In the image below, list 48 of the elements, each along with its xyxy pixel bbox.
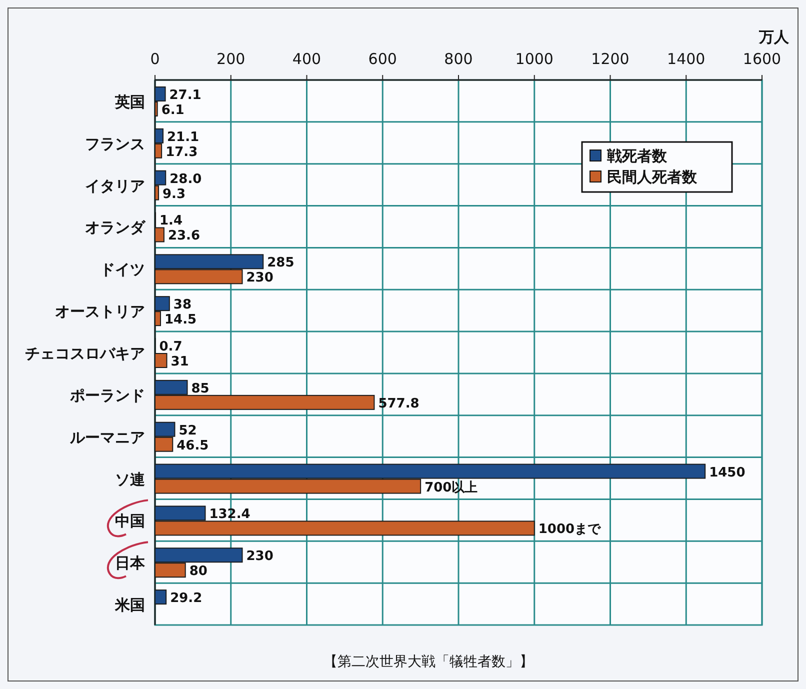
legend-label: 戦死者数: [606, 147, 668, 165]
data-label: 0.7: [159, 340, 182, 354]
data-label: 23.6: [168, 228, 200, 244]
data-label: 6.1: [161, 102, 184, 118]
x-tick-label: 1600: [742, 50, 782, 68]
y-tick-label: チェコスロバキア: [25, 344, 145, 362]
data-label: 1450: [709, 465, 746, 480]
data-label: 46.5: [176, 438, 209, 454]
y-tick-label: 日本: [115, 554, 146, 572]
data-label: 31: [170, 354, 189, 370]
x-tick-label: 0: [150, 50, 160, 68]
data-label: 52: [178, 423, 197, 438]
y-tick-label: 米国: [114, 596, 145, 614]
data-label: 85: [191, 381, 210, 396]
data-label: 230: [246, 549, 274, 564]
y-tick-label: オランダ: [85, 218, 146, 237]
data-label: 14.5: [164, 312, 197, 328]
data-label: 230: [246, 270, 274, 286]
y-tick-label: 中国: [115, 512, 145, 530]
data-label: 27.1: [169, 88, 202, 103]
legend-label: 民間人死者数: [607, 168, 698, 186]
data-label: 38: [173, 298, 192, 313]
data-label: 285: [267, 256, 294, 271]
x-tick-label: 200: [216, 50, 246, 68]
x-tick-label: 1200: [591, 50, 630, 68]
x-tick-label: 600: [368, 50, 397, 68]
x-tick-label: 800: [444, 50, 473, 68]
y-tick-label: ソ連: [115, 470, 146, 488]
data-label: 21.1: [167, 130, 200, 145]
x-tick-label: 1400: [667, 50, 706, 68]
data-label: 29.2: [170, 591, 202, 606]
y-tick-label: オーストリア: [55, 302, 145, 321]
y-tick-label: ルーマニア: [69, 428, 145, 446]
data-label: 17.3: [166, 144, 198, 160]
data-label: 28.0: [170, 172, 202, 187]
y-tick-label: 英国: [114, 92, 145, 111]
data-label: 9.3: [162, 186, 186, 202]
text: 【第二次世界大戦「犠牲者数」】: [324, 654, 534, 670]
x-axis-title: 万人: [758, 28, 790, 46]
y-tick-label: ドイツ: [100, 260, 145, 279]
x-tick-label: 1000: [515, 50, 554, 68]
y-tick-label: ポーランド: [69, 386, 145, 404]
data-label: 1000まで: [538, 522, 602, 538]
y-tick-label: フランス: [85, 134, 145, 153]
y-tick-label: イタリア: [85, 176, 145, 195]
data-label: 1.4: [160, 214, 183, 229]
x-tick-label: 400: [292, 50, 322, 68]
data-label: 80: [189, 564, 208, 580]
